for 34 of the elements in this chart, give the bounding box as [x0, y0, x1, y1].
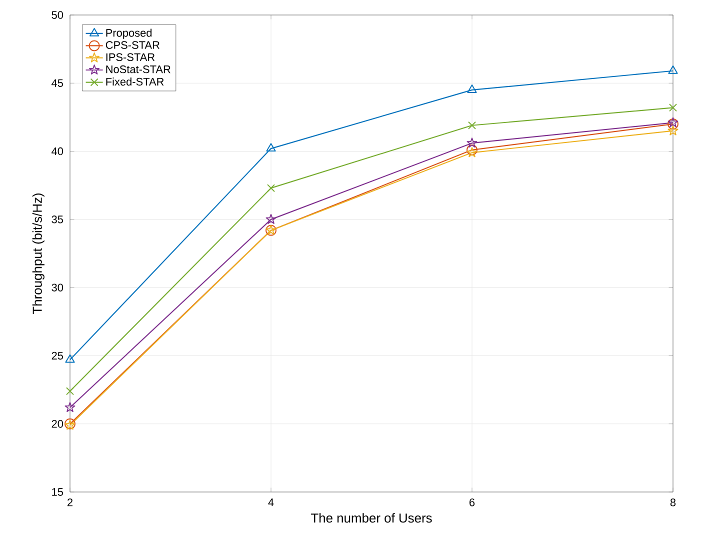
legend-label: IPS-STAR — [106, 53, 155, 62]
point — [468, 121, 476, 130]
y-tick-label: 50 — [52, 11, 64, 19]
point — [668, 104, 678, 112]
y-tick-label: 20 — [52, 420, 64, 428]
y-tick-label: 35 — [52, 216, 64, 224]
point — [466, 144, 478, 156]
y-tick-label: 25 — [52, 352, 64, 360]
point — [668, 65, 678, 74]
x-axis-title: The number of Users — [310, 513, 432, 523]
point — [466, 147, 478, 158]
x-tick-label: 8 — [670, 498, 676, 506]
legend-label: NoStat-STAR — [106, 65, 170, 74]
point — [266, 214, 276, 224]
y-tick-label: 45 — [52, 79, 64, 87]
y-tick-label: 40 — [52, 147, 64, 156]
x-tick-label: 6 — [470, 498, 475, 506]
legend-label: Proposed — [106, 28, 152, 39]
y-axis-title: Throughput (bit/s/Hz) — [32, 193, 44, 314]
point — [65, 354, 75, 363]
x-tick-label: 2 — [68, 498, 72, 506]
point — [66, 387, 74, 396]
point — [266, 184, 276, 192]
legend-label: Fixed-STAR — [106, 78, 164, 86]
point — [467, 84, 477, 93]
y-tick-label: 15 — [52, 488, 64, 496]
point — [266, 143, 276, 152]
point — [466, 138, 478, 148]
x-tick-label: 4 — [268, 498, 274, 506]
y-tick-label: 30 — [52, 284, 64, 292]
point — [668, 118, 678, 130]
point — [668, 125, 678, 136]
legend-label: CPS-STAR — [106, 41, 160, 49]
point — [64, 402, 76, 412]
